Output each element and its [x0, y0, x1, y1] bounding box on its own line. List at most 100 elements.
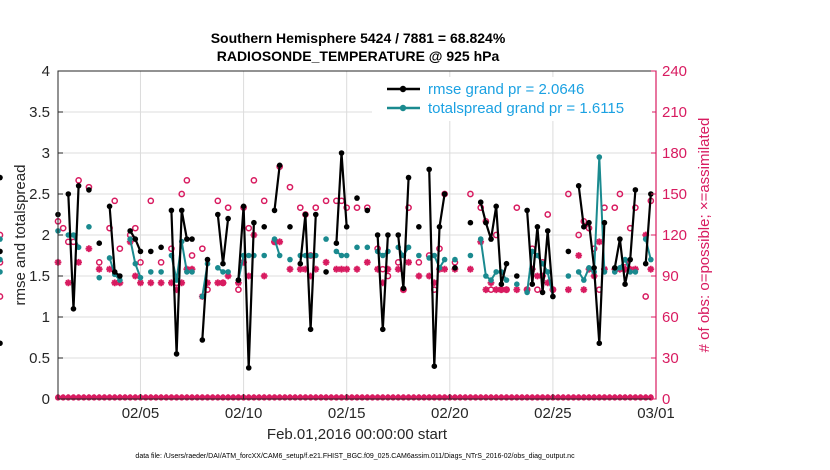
obs-assimilated-point-baseline-35 [235, 394, 241, 400]
obs-possible-point-119 [0, 293, 4, 300]
obs-assimilated-point-baseline-114 [643, 394, 649, 400]
totalspread-point-60 [364, 244, 371, 251]
obs-assimilated-point-99 [565, 286, 572, 294]
rmse-point-115 [648, 191, 654, 197]
obs-assimilated-point-49 [307, 272, 314, 280]
rmse-point-22 [168, 207, 175, 214]
rmse-point-18 [147, 248, 154, 255]
rmse-point-20 [158, 244, 164, 251]
obs-assimilated-point-45 [286, 265, 294, 273]
rmse-point-95 [544, 228, 551, 234]
legend-spread-marker [399, 104, 407, 112]
obs-assimilated-point-baseline-68 [406, 394, 412, 400]
obs-assimilated-point-36 [240, 258, 247, 266]
y-left-tick-label-1: 0.5 [29, 350, 50, 367]
obs-possible-point-109 [616, 190, 624, 198]
obs-assimilated-point-baseline-109 [617, 394, 623, 400]
obs-possible-point-70 [415, 258, 423, 266]
obs-assimilated-point-baseline-69 [411, 394, 417, 400]
rmse-point-111 [627, 256, 634, 263]
obs-assimilated-point-baseline-11 [112, 394, 118, 400]
obs-possible-point-112 [632, 204, 639, 212]
totalspread-point-4 [75, 244, 82, 251]
obs-assimilated-point-22 [168, 279, 175, 287]
y-right-tick-label-4: 120 [662, 227, 687, 244]
rmse-point-35 [235, 277, 242, 283]
obs-assimilated-point-baseline-82 [478, 394, 484, 400]
obs-assimilated-point-baseline-63 [380, 394, 386, 400]
obs-assimilated-point-baseline-19 [153, 394, 159, 400]
y-right-tick-label-8: 240 [662, 63, 687, 80]
obs-possible-point-80 [467, 190, 474, 198]
rmse-point-99 [565, 248, 572, 255]
obs-assimilated-point-baseline-44 [282, 394, 288, 400]
rmse-point-74 [436, 224, 443, 230]
obs-assimilated-point-24 [178, 279, 186, 287]
obs-possible-point-16 [137, 258, 144, 266]
obs-assimilated-point-54 [333, 265, 340, 273]
legend-rmse-marker [399, 85, 407, 93]
rmse-point-23 [173, 351, 180, 357]
rmse-point-73 [431, 363, 438, 370]
totalspread-point-119 [0, 256, 3, 263]
rmse-point-32 [220, 260, 226, 267]
totalspread-point-63 [379, 252, 386, 259]
obs-assimilated-point-31 [214, 279, 222, 287]
obs-assimilated-point-baseline-55 [338, 394, 345, 400]
y-right-tick-label-5: 150 [662, 186, 687, 203]
rmse-point-2 [65, 191, 72, 197]
rmse-point-70 [416, 224, 422, 230]
obs-assimilated-point-baseline-79 [462, 394, 468, 400]
rmse-point-66 [395, 232, 402, 238]
obs-assimilated-point-87 [503, 286, 510, 294]
obs-assimilated-point-baseline-77 [452, 394, 458, 400]
totalspread-point-3 [70, 232, 77, 238]
obs-possible-point-31 [214, 197, 222, 205]
obs-assimilated-point-baseline-101 [576, 394, 582, 400]
rmse-point-101 [575, 183, 582, 189]
rmse-point-12 [117, 273, 123, 279]
obs-assimilated-point-baseline-95 [545, 394, 551, 400]
rmse-point-110 [622, 281, 628, 288]
obs-assimilated-point-70 [415, 272, 423, 280]
totalspread-point-26 [189, 269, 195, 275]
totalspread-point-42 [271, 236, 278, 242]
obs-possible-point-38 [250, 176, 258, 184]
obs-possible-point-95 [544, 211, 552, 218]
obs-assimilated-point-66 [394, 265, 402, 273]
rmse-point-114 [642, 260, 649, 267]
rmse-point-52 [323, 269, 329, 275]
y-right-tick-label-2: 60 [662, 309, 679, 326]
obs-assimilated-point-62 [374, 265, 381, 273]
obs-assimilated-point-baseline-65 [390, 394, 396, 400]
obs-assimilated-point-89 [513, 286, 521, 294]
rmse-point-40 [261, 224, 268, 230]
obs-assimilated-point-15 [131, 272, 139, 280]
rmse-point-96 [550, 293, 556, 300]
obs-assimilated-point-baseline-26 [189, 394, 195, 400]
rmse-point-36 [240, 203, 247, 210]
obs-assimilated-point-baseline-53 [328, 394, 334, 400]
totalspread-point-32 [220, 269, 226, 275]
totalspread-point-33 [225, 269, 231, 275]
y-left-tick-label-8: 4 [42, 63, 50, 80]
obs-assimilated-point-115 [647, 265, 655, 273]
obs-possible-point-101 [575, 231, 583, 239]
rmse-point-3 [70, 306, 77, 312]
totalspread-point-115 [648, 256, 654, 263]
totalspread-point-6 [86, 224, 92, 230]
totalspread-point-52 [323, 236, 329, 242]
obs-assimilated-point-95 [544, 279, 552, 287]
obs-assimilated-point-105 [595, 238, 603, 246]
obs-assimilated-point-baseline-91 [524, 394, 530, 400]
obs-possible-point-50 [312, 204, 320, 212]
x-tick-label-3: 02/20 [431, 405, 469, 422]
totalspread-point-12 [117, 277, 123, 283]
obs-assimilated-point-baseline-112 [632, 394, 638, 400]
totalspread-point-56 [343, 252, 350, 259]
obs-assimilated-point-baseline-6 [86, 394, 92, 400]
obs-possible-point-15 [131, 224, 139, 232]
totalspread-point-102 [581, 277, 587, 283]
rmse-point-11 [111, 269, 118, 275]
obs-assimilated-point-10 [106, 265, 113, 273]
